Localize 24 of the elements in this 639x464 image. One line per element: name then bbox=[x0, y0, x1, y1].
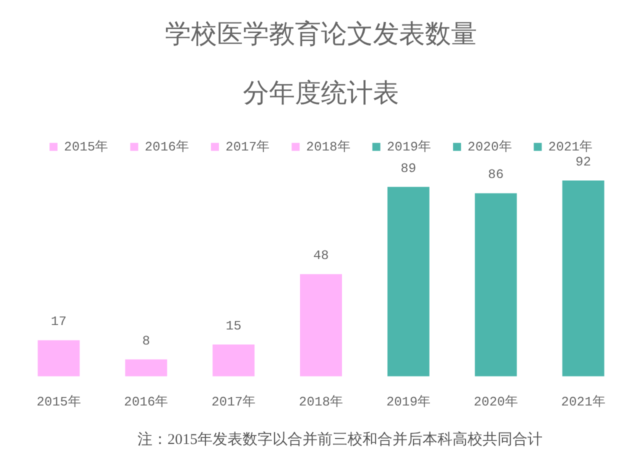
legend-label: 2016年 bbox=[144, 139, 189, 154]
data-label: 89 bbox=[400, 160, 416, 176]
data-label: 8 bbox=[142, 333, 150, 348]
legend-label: 2018年 bbox=[306, 139, 350, 154]
legend-label: 2021年 bbox=[548, 139, 592, 154]
x-tick-label: 2021年 bbox=[561, 394, 606, 410]
x-tick-label: 2018年 bbox=[298, 394, 344, 410]
x-tick-label: 2020年 bbox=[474, 394, 518, 410]
legend-label: 2017年 bbox=[225, 139, 270, 154]
text: 注：2015年发表数字以合并前三校和合并后本科高校共同合计 bbox=[138, 430, 542, 448]
legend-label: 2019年 bbox=[386, 139, 432, 154]
x-tick-label: 2019年 bbox=[386, 394, 431, 410]
data-label: 86 bbox=[488, 167, 504, 182]
chart-title: 学校医学教育论文发表数量 bbox=[165, 19, 477, 50]
legend-label: 2020年 bbox=[468, 139, 512, 154]
legend-label: 2015年 bbox=[64, 139, 108, 154]
data-label: 17 bbox=[50, 314, 67, 330]
data-label: 15 bbox=[226, 318, 242, 334]
x-tick-label: 2015年 bbox=[36, 394, 81, 410]
chart-subtitle: 分年度统计表 bbox=[243, 78, 399, 109]
x-tick-label: 2016年 bbox=[124, 394, 168, 410]
x-tick-label: 2017年 bbox=[211, 394, 256, 410]
data-label: 48 bbox=[313, 248, 329, 264]
data-label: 92 bbox=[575, 154, 592, 170]
